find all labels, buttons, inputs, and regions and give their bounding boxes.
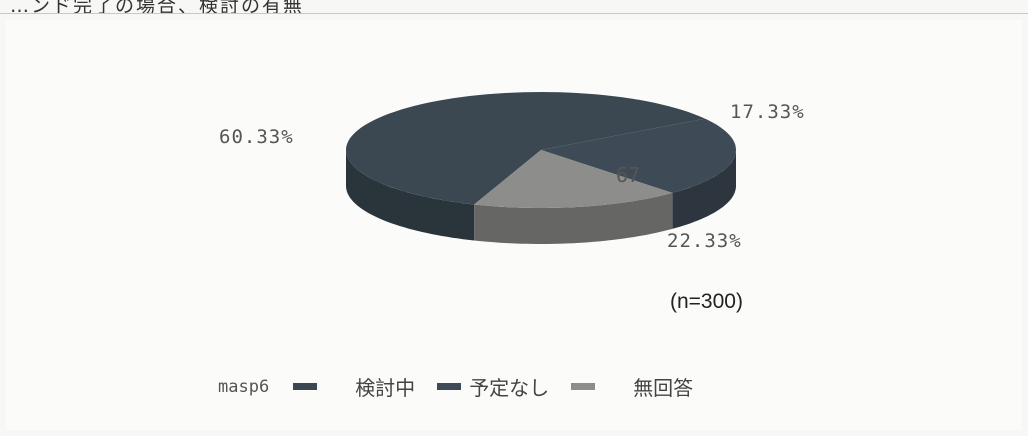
pct-label-yotei-nashi: 22.33%	[667, 230, 742, 252]
page-title: …ンド完了の場合、検討の有無	[10, 0, 305, 17]
pie-side-yotei-nashi	[672, 150, 736, 229]
legend-swatch-yotei-nashi	[437, 383, 462, 390]
pct-label-kentou-chu: 60.33%	[219, 126, 294, 148]
pie-side-mukaito	[474, 192, 673, 244]
legend-title: masp6	[218, 376, 270, 397]
legend-label-kentou-chu: 検討中	[355, 376, 416, 400]
legend-item-yotei-nashi: 予定なし	[437, 372, 549, 401]
legend: masp6 検討中 予定なし 無回答	[218, 372, 705, 401]
title-divider	[0, 13, 1028, 14]
legend-label-yotei-nashi: 予定なし	[469, 376, 550, 400]
pie-slice-kentou-chu	[346, 92, 705, 205]
pie-slice-yotei-nashi	[541, 118, 736, 193]
legend-item-mukaito: 無回答	[571, 372, 693, 401]
legend-label-mukaito: 無回答	[633, 376, 694, 400]
pie-side-kentou-chu	[346, 150, 475, 241]
pie-sides	[346, 150, 736, 244]
legend-swatch-kentou-chu	[293, 383, 318, 390]
slice-value-label: 67	[616, 163, 641, 187]
pct-label-mukaito: 17.33%	[730, 101, 805, 123]
sample-size-note: (n=300)	[670, 290, 743, 313]
pie-slice-mukaito	[474, 150, 673, 208]
legend-item-kentou-chu: 検討中	[293, 372, 415, 401]
pie-top	[346, 92, 736, 208]
legend-swatch-mukaito	[571, 383, 596, 390]
